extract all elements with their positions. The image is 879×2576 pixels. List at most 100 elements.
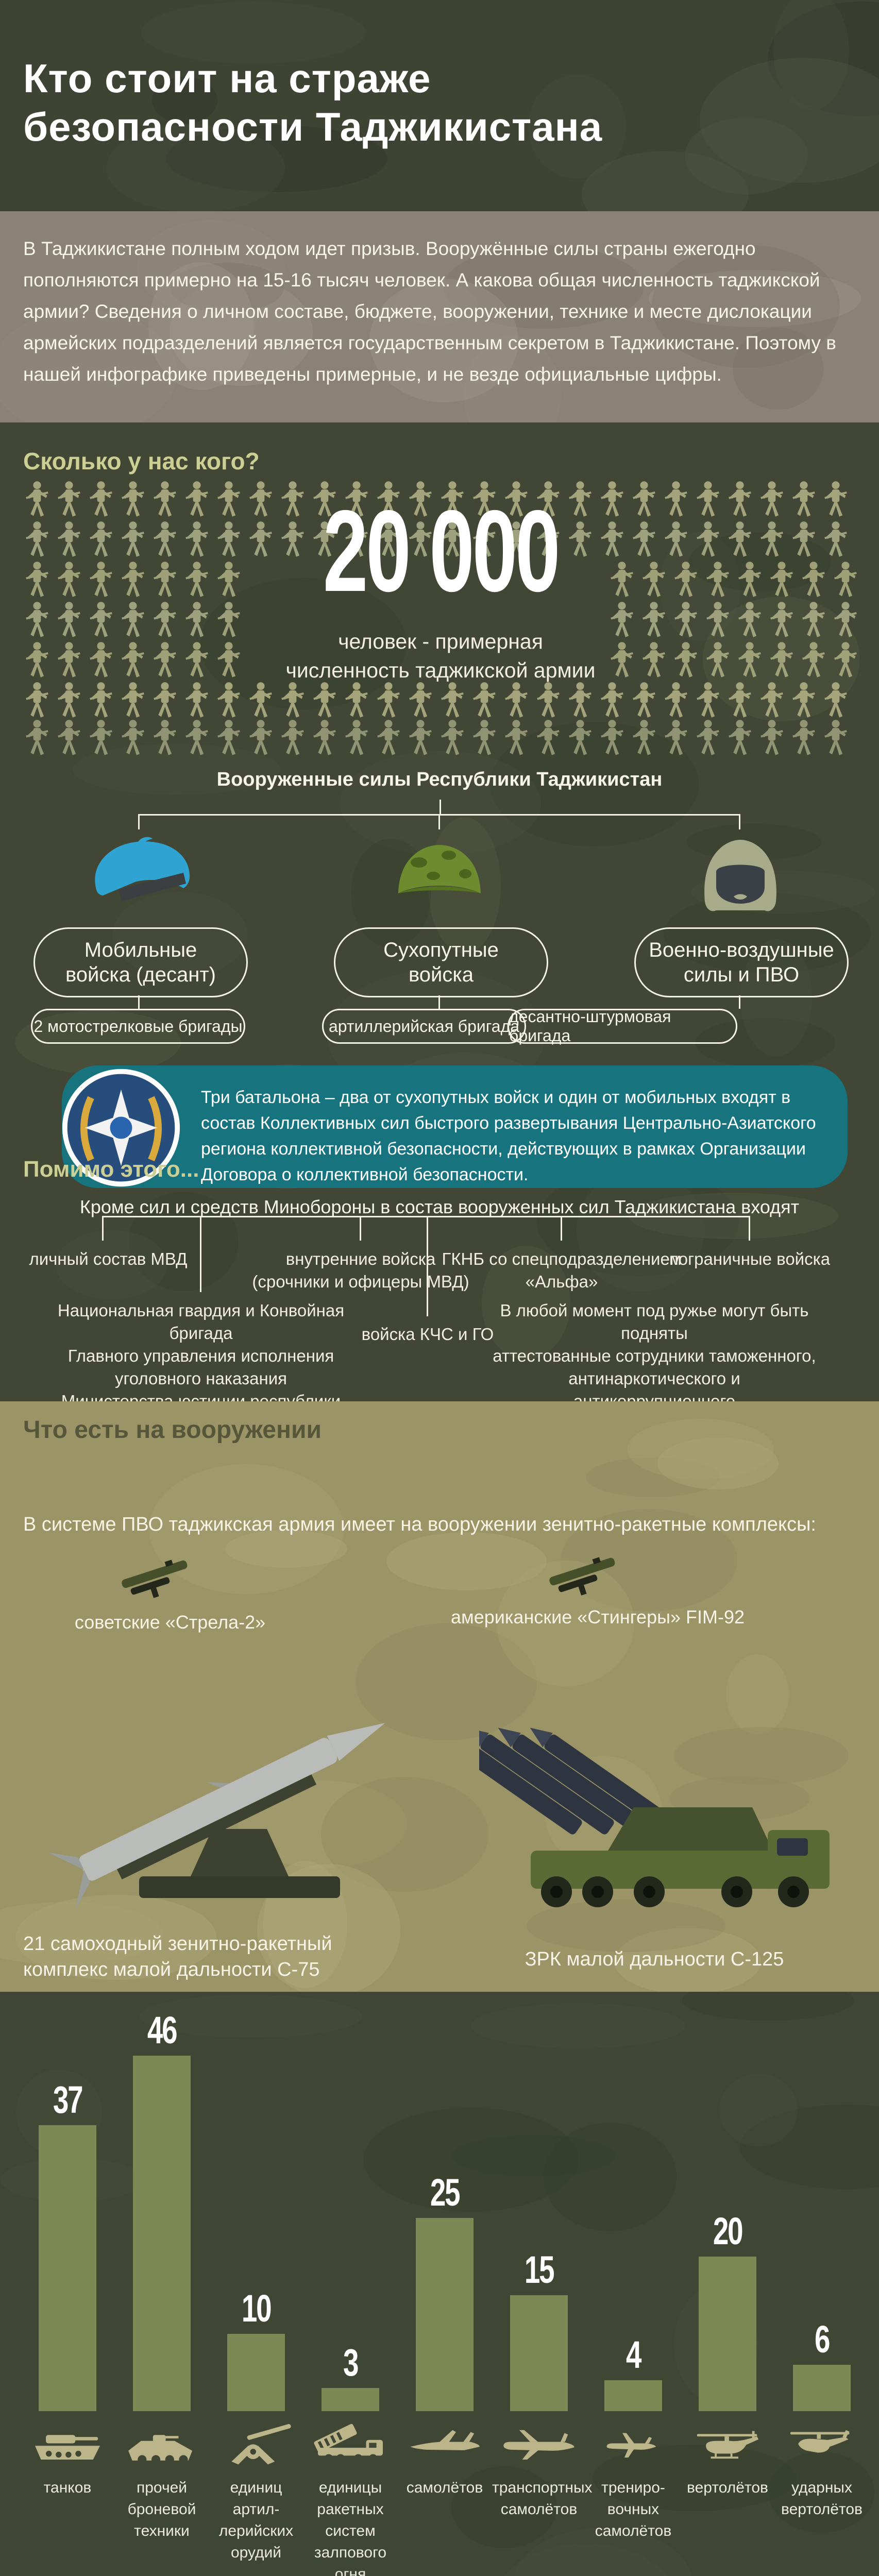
soldier-silhouette-icon	[279, 719, 307, 759]
soldier-silhouette-icon	[608, 641, 636, 681]
soldier-silhouette-icon	[407, 520, 434, 561]
connector-line	[138, 995, 140, 1009]
soldier-silhouette-icon	[662, 719, 690, 759]
soldier-silhouette-icon	[534, 681, 562, 721]
soldier-silhouette-icon	[672, 641, 700, 681]
bar	[227, 2334, 285, 2411]
connector-line	[438, 814, 440, 829]
soldier-silhouette-icon	[438, 681, 466, 721]
connector-line	[739, 814, 740, 829]
soldier-silhouette-icon	[694, 719, 722, 759]
soldier-silhouette-icon	[822, 480, 850, 520]
soldier-silhouette-icon	[407, 480, 434, 520]
connector-line	[427, 1216, 428, 1316]
army-size-number: 20 000	[323, 486, 561, 616]
arsenal-section: Что есть на вооружении В системе ПВО тад…	[0, 1401, 879, 1992]
soldier-silhouette-icon	[662, 480, 690, 520]
helicopter-icon	[686, 2416, 769, 2470]
soldier-silhouette-icon	[183, 480, 211, 520]
soldier-silhouette-icon	[55, 719, 83, 759]
connector-line	[102, 1216, 104, 1241]
arsenal-heading: Что есть на вооружении	[23, 1416, 322, 1444]
soldier-silhouette-icon	[87, 601, 115, 641]
tank-icon	[26, 2416, 109, 2470]
soldier-silhouette-icon	[608, 601, 636, 641]
connector-line	[138, 814, 140, 829]
soldier-silhouette-icon	[151, 601, 179, 641]
force-component-label: личный состав МВД	[29, 1249, 188, 1268]
soldier-silhouette-icon	[758, 520, 786, 561]
soldier-silhouette-icon	[768, 601, 796, 641]
soldier-silhouette-icon	[247, 681, 275, 721]
soldier-silhouette-icon	[704, 601, 732, 641]
force-component-label: В любой момент под ружье могут быть подн…	[493, 1301, 816, 1401]
brigade-badge: артиллерийская бригада	[322, 1009, 526, 1044]
soldier-silhouette-icon	[790, 520, 818, 561]
soldier-silhouette-icon	[151, 681, 179, 721]
soldier-silhouette-icon	[598, 719, 626, 759]
page-title: Кто стоит на страже безопасности Таджики…	[23, 54, 602, 151]
arsenal-intro: В системе ПВО таджикская армия имеет на …	[23, 1514, 816, 1535]
connector-line	[739, 995, 740, 1009]
soldier-silhouette-icon	[215, 480, 243, 520]
bar-value-label: 46	[147, 2009, 178, 2052]
soldier-silhouette-icon	[119, 681, 147, 721]
soldier-silhouette-icon	[630, 480, 658, 520]
soldier-silhouette-icon	[566, 520, 594, 561]
bar	[699, 2257, 756, 2411]
soldier-silhouette-icon	[736, 561, 764, 601]
soldier-silhouette-icon	[502, 520, 530, 561]
soldier-silhouette-icon	[704, 561, 732, 601]
soldier-silhouette-icon	[23, 520, 51, 561]
soldier-silhouette-icon	[215, 641, 243, 681]
soldier-silhouette-icon	[790, 681, 818, 721]
soldier-silhouette-icon	[832, 601, 859, 641]
soldier-silhouette-icon	[23, 601, 51, 641]
soldier-silhouette-icon	[151, 480, 179, 520]
soldier-silhouette-icon	[87, 641, 115, 681]
soldier-silhouette-icon	[119, 520, 147, 561]
camo-blob	[386, 1532, 547, 1590]
camo-blob	[773, 0, 849, 110]
soldier-silhouette-icon	[640, 601, 668, 641]
soldier-silhouette-icon	[694, 681, 722, 721]
bar-category-label: вертолётов	[687, 2479, 768, 2496]
title-line-2: безопасности Таджикистана	[23, 104, 603, 149]
soldier-silhouette-icon	[87, 681, 115, 721]
camo-blob	[657, 1437, 779, 1489]
soldier-silhouette-icon	[822, 681, 850, 721]
soldier-pattern	[0, 422, 879, 762]
soldier-silhouette-icon	[55, 561, 83, 601]
soldier-silhouette-icon	[55, 520, 83, 561]
csto-note-box	[62, 1065, 848, 1188]
soldier-silhouette-icon	[694, 520, 722, 561]
bar-value-label: 15	[524, 2248, 555, 2291]
soldier-silhouette-icon	[438, 719, 466, 759]
soldier-silhouette-icon	[662, 520, 690, 561]
transport-plane-icon	[498, 2416, 580, 2470]
soldier-silhouette-icon	[311, 520, 339, 561]
manpads-icon	[119, 1556, 196, 1605]
soldier-silhouette-icon	[566, 480, 594, 520]
soldier-silhouette-icon	[502, 719, 530, 759]
soldier-silhouette-icon	[790, 719, 818, 759]
soldier-silhouette-icon	[23, 719, 51, 759]
soldier-silhouette-icon	[566, 719, 594, 759]
pilot-helmet-icon	[688, 831, 791, 918]
bar-category-label: трениро- вочных самолётов	[595, 2479, 672, 2539]
soldier-silhouette-icon	[800, 641, 827, 681]
camo-blob	[700, 58, 879, 183]
soldier-silhouette-icon	[343, 719, 370, 759]
soldier-silhouette-icon	[151, 520, 179, 561]
soldier-silhouette-icon	[470, 520, 498, 561]
force-component-label: войска КЧС и ГО	[361, 1325, 494, 1344]
soldier-silhouette-icon	[694, 480, 722, 520]
besides-heading: Помимо этого...	[23, 1157, 199, 1182]
intro-paragraph: В Таджикистане полным ходом идет призыв.…	[23, 238, 836, 385]
soldier-silhouette-icon	[119, 561, 147, 601]
soldier-silhouette-icon	[534, 480, 562, 520]
connector-line	[749, 1216, 750, 1241]
soldier-silhouette-icon	[151, 719, 179, 759]
bar-category-label: единиц артил- лерийских орудий	[218, 2479, 294, 2561]
soldier-silhouette-icon	[119, 480, 147, 520]
